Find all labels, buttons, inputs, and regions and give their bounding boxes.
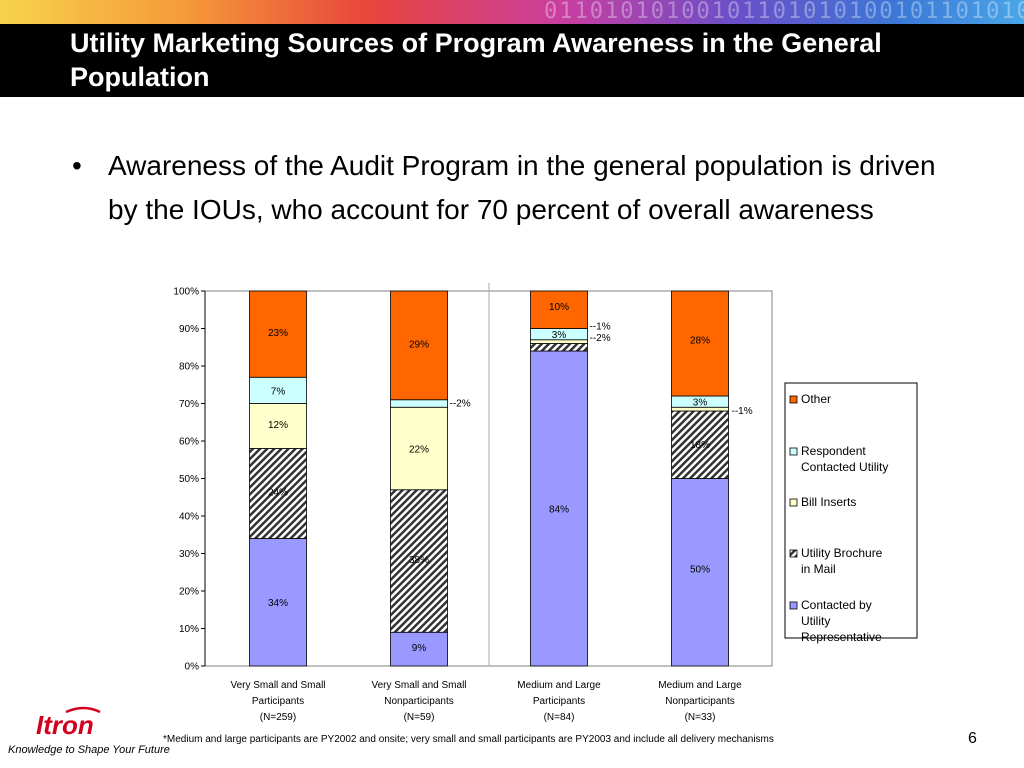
legend-swatch xyxy=(789,549,798,558)
footnote: *Medium and large participants are PY200… xyxy=(163,734,774,745)
page-number: 6 xyxy=(968,730,977,747)
data-label: 10% xyxy=(549,302,569,313)
y-tick-label: 80% xyxy=(179,362,199,373)
bullet-marker: • xyxy=(72,150,82,181)
bar-segment xyxy=(390,631,448,667)
x-tick-label: Nonparticipants xyxy=(665,696,734,707)
legend-label: Bill Inserts xyxy=(801,495,856,509)
bar-segment xyxy=(671,478,729,667)
data-label: 18% xyxy=(690,440,710,451)
bar-segment xyxy=(390,399,448,408)
x-tick-label: (N=33) xyxy=(685,712,716,723)
legend-swatch xyxy=(789,447,798,456)
data-label: 38% xyxy=(409,555,429,566)
slide-title: Utility Marketing Sources of Program Awa… xyxy=(70,28,882,92)
y-tick-label: 100% xyxy=(173,287,199,298)
itron-logo xyxy=(36,706,120,747)
x-tick-label: (N=84) xyxy=(544,712,575,723)
legend-label: Contacted by Utility Representative xyxy=(801,598,882,644)
data-label: 28% xyxy=(690,336,710,347)
data-label: 12% xyxy=(268,420,288,431)
x-tick-label: (N=59) xyxy=(404,712,435,723)
x-tick-label: Very Small and Small xyxy=(230,680,325,691)
x-tick-label: Medium and Large xyxy=(517,680,601,691)
data-label: 9% xyxy=(412,643,427,654)
data-label: 34% xyxy=(268,598,288,609)
data-label: 3% xyxy=(552,330,567,341)
bar-segment xyxy=(671,290,729,397)
chart-axes: 0% 10% 20% 30% 40% 50% 60% 70% 80% 90% 100% xyxy=(173,283,773,673)
itron-logo-text: Itron xyxy=(36,710,94,740)
bar-segment xyxy=(530,290,588,329)
chart-x-tick-labels: Very Small and Small Participants (N=259) V… xyxy=(230,680,742,723)
x-tick-label: (N=259) xyxy=(260,712,296,723)
data-label: --2% xyxy=(450,399,471,410)
y-tick-label: 10% xyxy=(179,624,199,635)
title-bar xyxy=(0,24,1024,97)
bar-segment xyxy=(530,350,588,667)
legend-label: Other xyxy=(801,392,831,406)
bar-segment xyxy=(671,410,729,479)
data-label: 50% xyxy=(690,564,710,575)
bullet-text: Awareness of the Audit Program in the ge… xyxy=(108,150,936,225)
x-tick-label: Very Small and Small xyxy=(371,680,466,691)
chart-data-labels: 34%24%12%7%23%9%38%22%--2%29%84%--2%--1%… xyxy=(268,302,753,654)
data-label: 29% xyxy=(409,339,429,350)
bar-segment xyxy=(249,448,307,539)
data-label: --2% xyxy=(590,333,611,344)
data-label: 22% xyxy=(409,444,429,455)
y-tick-label: 50% xyxy=(179,474,199,485)
bar-segment xyxy=(249,376,307,404)
data-label: 7% xyxy=(271,386,286,397)
bar-segment xyxy=(530,343,588,352)
x-tick-label: Medium and Large xyxy=(658,680,742,691)
data-label: 23% xyxy=(268,328,288,339)
bar-segment xyxy=(390,406,448,491)
data-label: --1% xyxy=(732,406,753,417)
legend-box xyxy=(784,382,918,639)
y-tick-label: 90% xyxy=(179,324,199,335)
data-label: 84% xyxy=(549,504,569,515)
legend-label: Respondent Contacted Utility xyxy=(801,444,888,474)
data-label: --1% xyxy=(590,322,611,333)
data-label: 3% xyxy=(693,398,708,409)
bar-segment xyxy=(249,538,307,667)
bar-segment xyxy=(390,290,448,401)
bar-segment xyxy=(390,489,448,633)
chart-legend: Other Respondent Contacted Utility Bill Ins… xyxy=(784,382,918,644)
tagline: Knowledge to Shape Your Future xyxy=(8,744,170,756)
legend-swatch xyxy=(789,601,798,610)
y-tick-label: 60% xyxy=(179,437,199,448)
top-banner: 01101010100101101010100101101010 xyxy=(0,0,1024,24)
x-tick-label: Participants xyxy=(533,696,585,707)
bar-segment xyxy=(249,290,307,378)
y-tick-label: 40% xyxy=(179,512,199,523)
banner-binary-pattern: 01101010100101101010100101101010 xyxy=(544,0,1024,24)
y-tick-label: 20% xyxy=(179,587,199,598)
y-tick-label: 30% xyxy=(179,549,199,560)
y-tick-label: 70% xyxy=(179,399,199,410)
x-tick-label: Participants xyxy=(252,696,304,707)
data-label: 24% xyxy=(268,488,288,499)
y-tick-label: 0% xyxy=(185,662,200,673)
chart-bars xyxy=(249,290,729,667)
legend-swatch xyxy=(789,395,798,404)
x-tick-label: Nonparticipants xyxy=(384,696,453,707)
legend-swatch xyxy=(789,498,798,507)
legend-label: Utility Brochure in Mail xyxy=(801,546,883,576)
